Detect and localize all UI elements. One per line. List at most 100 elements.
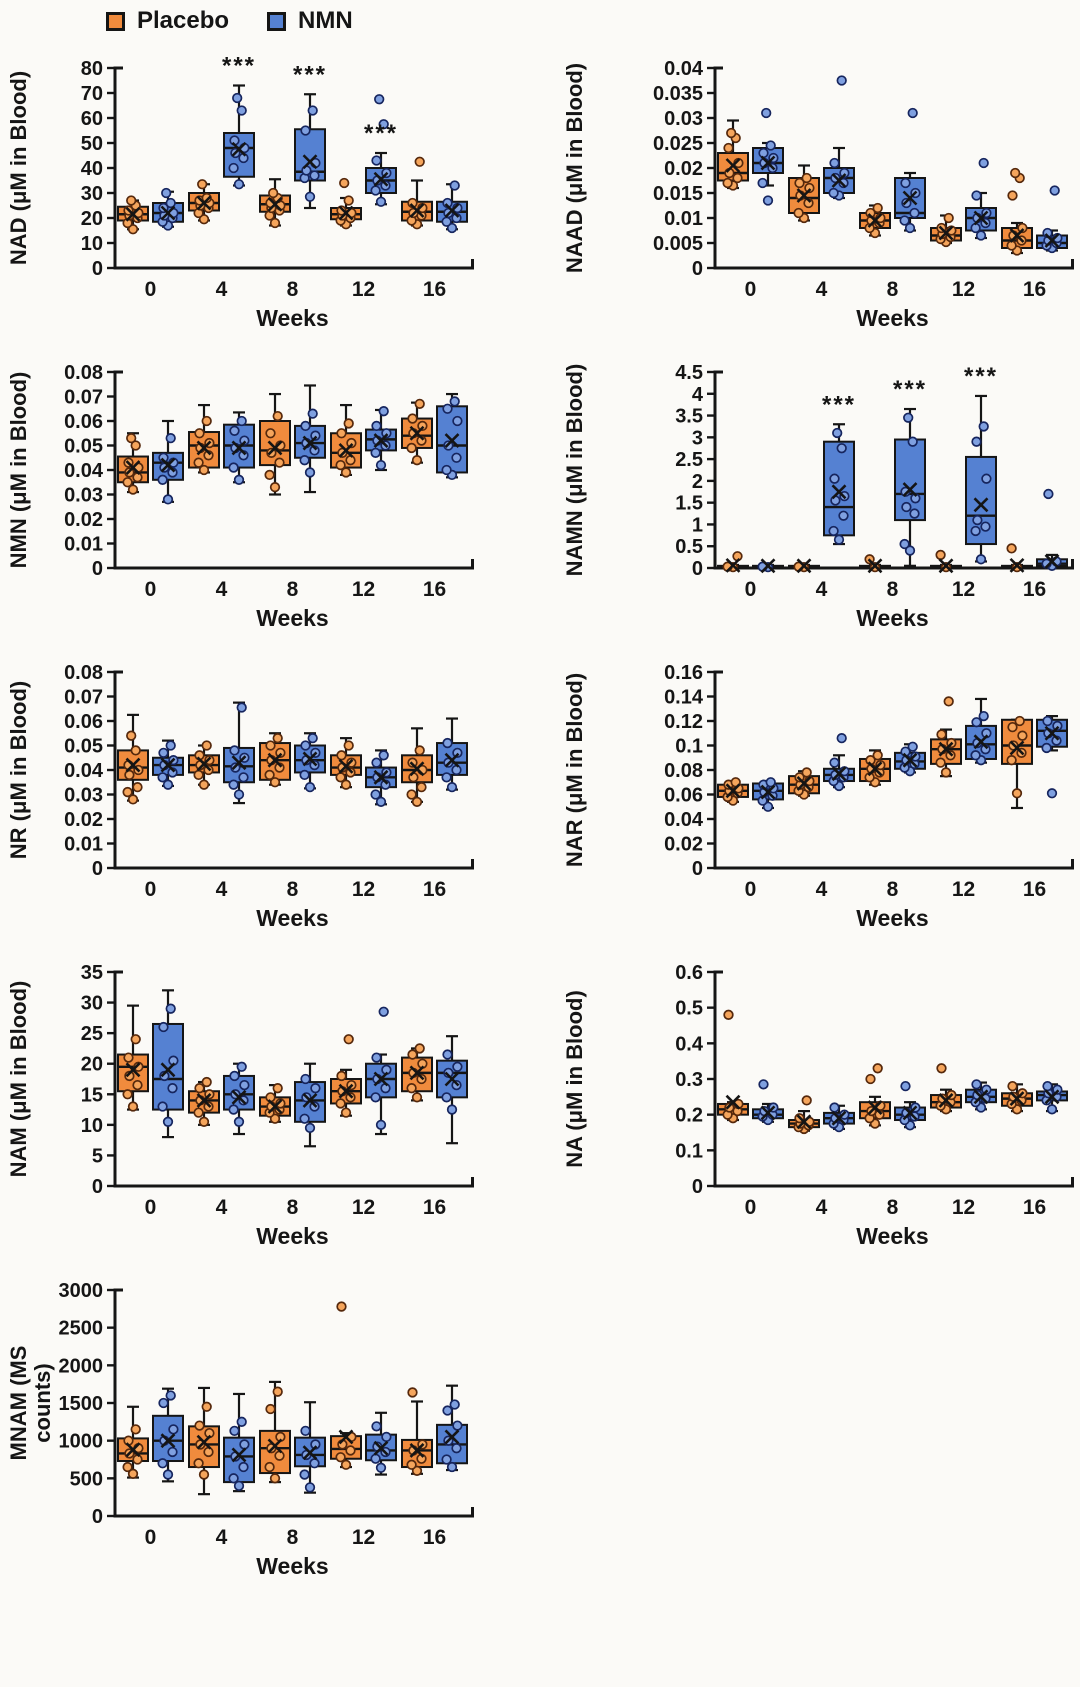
legend-label-nmn: NMN <box>298 7 353 34</box>
svg-text:0.5: 0.5 <box>675 536 703 558</box>
svg-text:0: 0 <box>145 578 157 601</box>
svg-text:4: 4 <box>816 278 828 301</box>
svg-text:NA (μM in Blood): NA (μM in Blood) <box>562 990 587 1168</box>
svg-text:4: 4 <box>816 578 828 601</box>
svg-text:16: 16 <box>423 1196 446 1219</box>
svg-text:4: 4 <box>216 1196 228 1219</box>
svg-text:0.6: 0.6 <box>675 962 703 984</box>
svg-text:8: 8 <box>287 1196 299 1219</box>
legend: Placebo NMN <box>0 0 1080 34</box>
svg-text:0: 0 <box>745 278 757 301</box>
svg-text:12: 12 <box>352 278 375 301</box>
svg-text:15: 15 <box>81 1084 103 1106</box>
svg-text:0.08: 0.08 <box>64 362 103 384</box>
svg-text:0.05: 0.05 <box>64 436 103 458</box>
svg-text:12: 12 <box>352 578 375 601</box>
svg-text:0.03: 0.03 <box>664 108 703 130</box>
svg-text:0: 0 <box>745 878 757 901</box>
svg-text:0.02: 0.02 <box>664 834 703 856</box>
svg-text:0: 0 <box>92 858 103 880</box>
svg-text:12: 12 <box>352 1526 375 1549</box>
svg-text:0.14: 0.14 <box>664 687 704 709</box>
svg-text:0.015: 0.015 <box>653 183 703 205</box>
nad-chart: 0 10 20 30 40 50 60 70 80 0 4 8 12 16 Weeks NAD (μM in … <box>6 53 474 331</box>
svg-text:***: *** <box>822 391 856 418</box>
boxplot-panel-nr: 0 0.01 0.02 0.03 0.04 0.05 0.06 0.07 0.08 0 4 8 12 16… <box>0 646 540 946</box>
legend-label-placebo: Placebo <box>137 7 230 34</box>
svg-text:20: 20 <box>81 1054 103 1076</box>
svg-text:0.05: 0.05 <box>64 736 103 758</box>
nmn-chart: 00.010.020.030.040.050.060.070.080 4 8 12 16… <box>6 362 474 631</box>
boxplot-panel-nar: 0 0.02 0.04 0.06 0.08 0.1 0.12 0.14 0.16 0 4 8 12 16 W… <box>540 646 1080 946</box>
svg-text:4: 4 <box>216 878 228 901</box>
svg-text:0: 0 <box>145 878 157 901</box>
svg-text:8: 8 <box>887 578 899 601</box>
svg-text:0: 0 <box>92 1176 103 1198</box>
svg-text:0.5: 0.5 <box>675 998 703 1020</box>
svg-text:1000: 1000 <box>59 1431 104 1453</box>
svg-text:4: 4 <box>216 1526 228 1549</box>
svg-text:35: 35 <box>81 962 103 984</box>
svg-text:Weeks: Weeks <box>856 305 928 331</box>
na-chart: 0 0.1 0.2 0.3 0.4 0.5 0.6 0 4 8 12 16 Weeks NA (μM in… <box>562 962 1074 1249</box>
boxplot-panel-namn: 0 0.5 1 1.5 2 2.5 3 3.5 4 4.5 0 4 8 12 16 Weeks NAMN (μM… <box>540 346 1080 646</box>
svg-text:0.2: 0.2 <box>675 1105 703 1127</box>
svg-text:70: 70 <box>81 83 103 105</box>
svg-text:0.04: 0.04 <box>64 460 104 482</box>
svg-text:3000: 3000 <box>59 1280 104 1302</box>
svg-text:0: 0 <box>692 258 703 280</box>
svg-text:0: 0 <box>92 558 103 580</box>
svg-text:NAMN (μM in Blood): NAMN (μM in Blood) <box>562 364 587 577</box>
legend-swatch-nmn <box>267 11 287 31</box>
boxplot-panel-nam: 0 5 10 15 20 25 30 35 0 4 8 12 16 Weeks NAM (μM in Blo… <box>0 946 540 1264</box>
boxplot-panel-nad: 0 10 20 30 40 50 60 70 80 0 4 8 12 16 Weeks NAD (μM in … <box>0 34 540 346</box>
svg-text:0.06: 0.06 <box>664 785 703 807</box>
svg-text:Weeks: Weeks <box>256 1553 328 1579</box>
svg-text:4: 4 <box>816 878 828 901</box>
svg-text:0.08: 0.08 <box>664 760 703 782</box>
svg-text:2: 2 <box>692 471 703 493</box>
svg-text:12: 12 <box>352 878 375 901</box>
svg-text:0: 0 <box>692 1176 703 1198</box>
svg-text:16: 16 <box>1023 878 1046 901</box>
svg-text:0.1: 0.1 <box>675 1140 703 1162</box>
panel-grid: 0 10 20 30 40 50 60 70 80 0 4 8 12 16 Weeks NAD (μM in … <box>0 34 1080 1594</box>
svg-text:0.4: 0.4 <box>675 1033 704 1055</box>
svg-text:NAD (μM in Blood): NAD (μM in Blood) <box>6 71 31 265</box>
svg-text:12: 12 <box>952 1196 975 1219</box>
svg-text:NAR (μM in Blood): NAR (μM in Blood) <box>562 673 587 867</box>
svg-text:MNAM (MS: MNAM (MS <box>6 1346 31 1461</box>
svg-text:30: 30 <box>81 993 103 1015</box>
svg-text:1: 1 <box>692 514 703 536</box>
svg-text:60: 60 <box>81 108 103 130</box>
svg-text:Weeks: Weeks <box>856 605 928 631</box>
nr-chart: 00.010.020.030.040.050.060.070.080 4 8 12 16… <box>6 662 474 931</box>
svg-text:0: 0 <box>145 278 157 301</box>
svg-text:0: 0 <box>92 258 103 280</box>
svg-text:10: 10 <box>81 233 103 255</box>
svg-text:12: 12 <box>952 878 975 901</box>
svg-text:8: 8 <box>287 278 299 301</box>
boxplot-panel-nmn: 0 0.01 0.02 0.03 0.04 0.05 0.06 0.07 0.08 0 4 8 12 16… <box>0 346 540 646</box>
boxplot-panel-naad: 0 0.005 0.01 0.015 0.02 0.025 0.03 0.035 0.04 0 4 8… <box>540 34 1080 346</box>
svg-text:16: 16 <box>423 878 446 901</box>
svg-text:16: 16 <box>423 1526 446 1549</box>
svg-text:0.025: 0.025 <box>653 133 703 155</box>
svg-text:4.5: 4.5 <box>675 362 703 384</box>
svg-text:***: *** <box>364 120 398 147</box>
svg-text:500: 500 <box>70 1468 103 1490</box>
svg-text:***: *** <box>893 376 927 403</box>
svg-text:8: 8 <box>287 578 299 601</box>
svg-text:2.5: 2.5 <box>675 449 703 471</box>
svg-text:16: 16 <box>1023 1196 1046 1219</box>
svg-text:4: 4 <box>692 384 704 406</box>
svg-text:NAM (μM in Blood): NAM (μM in Blood) <box>6 981 31 1178</box>
svg-text:***: *** <box>293 61 327 88</box>
svg-text:0.04: 0.04 <box>64 760 104 782</box>
svg-text:20: 20 <box>81 208 103 230</box>
svg-text:8: 8 <box>287 878 299 901</box>
svg-text:0: 0 <box>692 858 703 880</box>
svg-text:Weeks: Weeks <box>256 305 328 331</box>
svg-text:0: 0 <box>745 578 757 601</box>
